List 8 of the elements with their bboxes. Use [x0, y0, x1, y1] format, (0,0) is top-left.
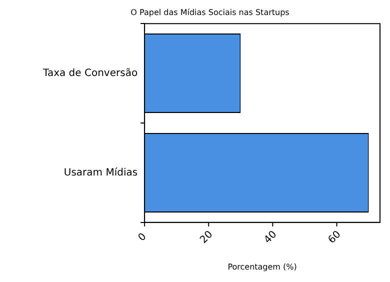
y-tick-label: Taxa de Conversão: [42, 68, 138, 79]
chart-title: O Papel das Mídias Sociais nas Startups: [130, 8, 290, 17]
x-tick-label: 60: [326, 229, 344, 246]
x-tick-label: 20: [198, 229, 216, 246]
y-tick-label: Usaram Mídias: [64, 167, 138, 178]
x-tick-label: 40: [262, 229, 280, 246]
x-axis-title: Porcentagem (%): [228, 262, 297, 272]
x-tick-label: 0: [136, 231, 149, 244]
